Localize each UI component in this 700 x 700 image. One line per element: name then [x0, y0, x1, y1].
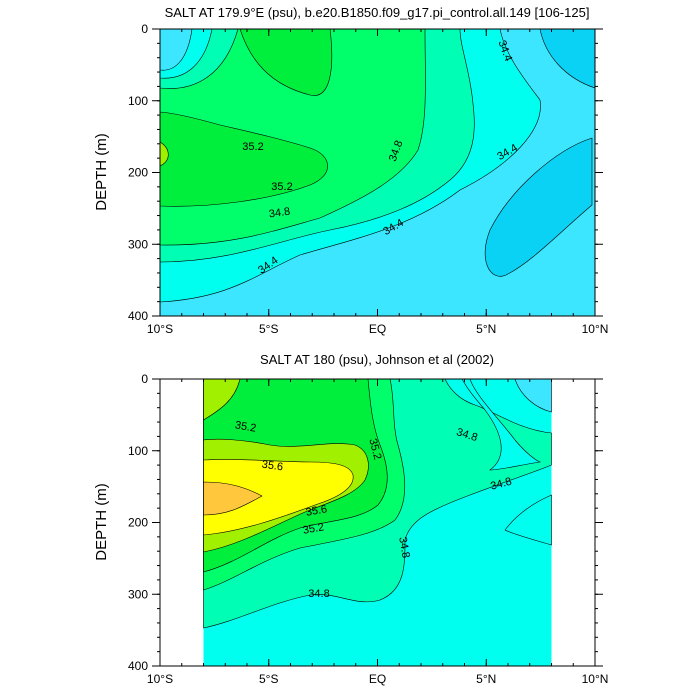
bottom-y-tick-label: 400: [128, 659, 148, 673]
top-y-tick-label: 200: [128, 166, 148, 180]
bottom-y-axis: 0 100 200 300 400: [128, 372, 603, 673]
top-y-tick-label: 400: [128, 309, 148, 323]
bottom-panel: SALT AT 180 (psu), Johnson et al (2002) …: [93, 352, 608, 686]
bot-band-34-6-inlet: [461, 379, 542, 471]
bottom-y-tick-label: 0: [141, 372, 148, 386]
bottom-contour-label: 35.2: [302, 521, 325, 537]
bottom-contour-fills: [203, 379, 552, 666]
top-panel-title: SALT AT 179.9°E (psu), b.e20.B1850.f09_g…: [165, 5, 590, 20]
bottom-y-axis-label: DEPTH (m): [93, 483, 110, 561]
top-panel: SALT AT 179.9°E (psu), b.e20.B1850.f09_g…: [93, 5, 608, 336]
bottom-panel-title: SALT AT 180 (psu), Johnson et al (2002): [260, 352, 494, 367]
top-y-tick-label: 0: [141, 22, 148, 36]
bottom-contour-label: 35.6: [261, 459, 284, 474]
top-band-35-2: [160, 111, 328, 207]
top-x-tick-label: 5°S: [259, 322, 278, 336]
bottom-contour-label: 34.8: [489, 476, 513, 493]
bottom-x-tick-label: EQ: [369, 672, 386, 686]
bottom-x-tick-label: 10°S: [147, 672, 173, 686]
top-x-tick-label: 10°N: [582, 322, 609, 336]
bottom-contour-label: 35.2: [234, 419, 257, 435]
bottom-contour-label: 35.6: [305, 503, 328, 519]
top-band-topleft-34-4: [160, 29, 193, 71]
top-y-tick-label: 100: [128, 94, 148, 108]
bot-band-35-8: [203, 481, 263, 516]
top-x-tick-label: EQ: [369, 322, 386, 336]
bottom-y-tick-label: 100: [128, 444, 148, 458]
bottom-x-tick-label: 5°N: [476, 672, 496, 686]
top-y-axis-label: DEPTH (m): [93, 133, 110, 211]
bot-band-35-4-upper: [203, 379, 241, 421]
top-contour-label: 35.2: [242, 141, 263, 153]
top-band-34-2-deep: [484, 137, 593, 277]
top-x-axis: 10°S 5°S EQ 5°N 10°N: [147, 29, 608, 336]
bottom-contour-label: 34.8: [308, 588, 329, 600]
top-contour-label: 35.2: [271, 181, 292, 193]
bot-band-35-6: [203, 459, 354, 536]
bottom-x-tick-label: 10°N: [582, 672, 609, 686]
top-x-tick-label: 5°N: [476, 322, 496, 336]
bottom-x-axis: 10°S 5°S EQ 5°N 10°N: [147, 379, 608, 686]
top-contour-label: 34.8: [268, 206, 291, 221]
bottom-y-tick-label: 200: [128, 516, 148, 530]
top-x-tick-label: 10°S: [147, 322, 173, 336]
top-contour-fills: [160, 29, 595, 316]
bottom-contour-label: 34.8: [396, 536, 412, 559]
bottom-contour-labels: 35.2 35.2 35.6 35.6 35.2 34.8 34.8 34.8 …: [234, 419, 513, 600]
top-y-axis: 0 100 200 300 400: [128, 22, 603, 323]
bottom-x-tick-label: 5°S: [259, 672, 278, 686]
top-band-35-2-upper: [239, 29, 333, 96]
bottom-y-tick-label: 300: [128, 587, 148, 601]
bot-band-34-6-right: [504, 494, 552, 546]
bot-band-34-4-corner: [514, 379, 552, 413]
bottom-contour-label: 35.2: [366, 437, 383, 461]
top-y-tick-label: 300: [128, 237, 148, 251]
